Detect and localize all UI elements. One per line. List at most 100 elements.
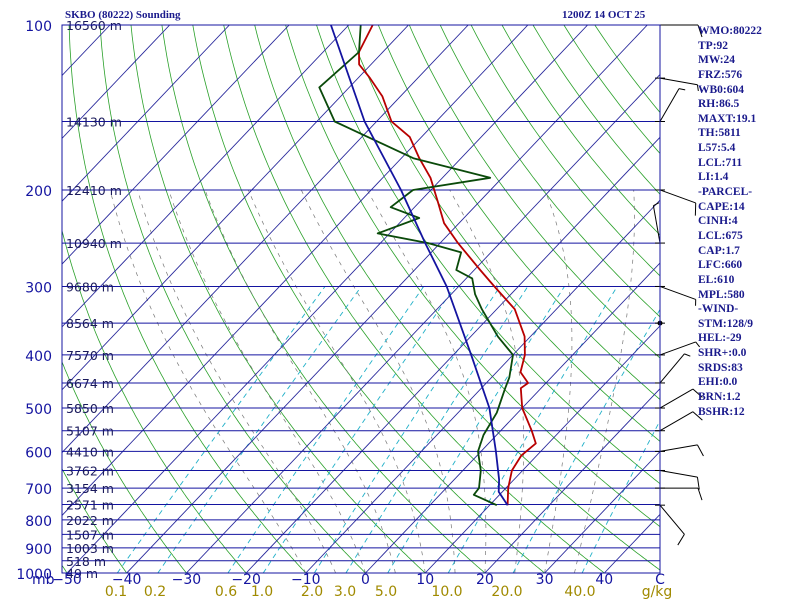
wind-barb-full	[677, 534, 685, 546]
height-label: 14130 m	[66, 114, 122, 129]
wind-barb-half	[695, 341, 701, 348]
wind-barb-staff	[659, 353, 685, 384]
moist-adiabat-line	[109, 189, 307, 573]
index-row: -PARCEL-	[698, 186, 753, 199]
isotherm-line	[62, 25, 171, 140]
index-row: BSHR:12	[698, 405, 745, 418]
temperature-tick-label: 30	[536, 572, 554, 588]
wind-barb-full	[697, 487, 703, 501]
height-label: 6674 m	[66, 376, 114, 391]
temperature-tick-label: 20	[476, 572, 494, 588]
wind-barb-staff	[659, 88, 680, 122]
index-row: STM:128/9	[698, 317, 753, 330]
sounding-time: 1200Z 14 OCT 25	[562, 9, 646, 21]
station-title: SKBO (80222) Sounding	[65, 9, 181, 21]
index-row: RH:86.5	[698, 98, 740, 111]
pressure-tick-label: 100	[25, 19, 52, 35]
isotherm-line	[62, 25, 350, 328]
indices-panel: WMO:80222 TP:92 MW:24 FRZ:576 WB0:604 RH:86.5…	[698, 24, 798, 419]
temperature-trace	[358, 25, 537, 506]
wind-barb-staff	[659, 504, 685, 535]
mixing-ratio-line	[262, 286, 456, 573]
mixing-ratio-lines	[116, 286, 660, 573]
isotherm-line	[424, 325, 660, 573]
isotherm-line	[62, 25, 409, 391]
index-row: WMO:80222	[698, 25, 762, 37]
isotherms	[62, 25, 660, 573]
height-label: 3154 m	[66, 481, 114, 496]
mixing-ratio-label: 1.0	[251, 584, 273, 600]
height-label: 10940 m	[66, 236, 122, 251]
index-row: TH:5811	[698, 127, 741, 140]
plot-frame	[61, 24, 661, 574]
isotherm-line	[186, 73, 660, 573]
temperature-tick-label: −40	[112, 572, 142, 588]
temperature-tick-label: 40	[595, 572, 613, 588]
parcel-trace	[330, 25, 509, 506]
height-label: 3762 m	[66, 463, 114, 478]
height-label: 4410 m	[66, 444, 114, 459]
index-row: FRZ:576	[698, 68, 743, 81]
dry-adiabat-line	[254, 25, 660, 571]
wind-barb-staff	[659, 285, 696, 300]
moist-adiabat-line	[168, 189, 366, 573]
mixing-ratio-label: 0.2	[144, 584, 166, 600]
wind-barb-half	[678, 88, 686, 91]
wind-barbs	[652, 24, 704, 546]
isotherm-line	[62, 25, 230, 202]
wind-barb-full	[696, 477, 700, 490]
isotherm-line	[365, 262, 660, 573]
mixing-ratio-line	[387, 286, 565, 573]
index-row: MAXT:19.1	[698, 112, 757, 125]
moist-adiabat-line	[544, 189, 573, 573]
wind-barb-staff	[659, 341, 696, 356]
wind-barb-half	[684, 353, 691, 357]
wind-barb-staff	[659, 77, 698, 86]
temperature-tick-label: −20	[231, 572, 261, 588]
mixing-ratio-line	[345, 286, 529, 573]
pressure-tick-label: 400	[25, 349, 52, 365]
moist-adiabat-line	[300, 189, 456, 573]
wind-barb-full	[692, 388, 703, 398]
mixing-ratio-label: 5.0	[375, 584, 397, 600]
mixing-ratio-label: 3.0	[334, 584, 356, 600]
wind-barb-half	[696, 84, 699, 92]
height-label: 8564 m	[66, 316, 114, 331]
index-row: SRDS:83	[698, 361, 743, 374]
index-row: LI:1.4	[698, 171, 729, 184]
height-label: 5107 m	[66, 424, 114, 439]
index-row: CAP:1.7	[698, 244, 740, 257]
index-row: TP:92	[698, 39, 729, 52]
index-row: -WIND-	[698, 303, 739, 316]
dry-adiabat-line	[0, 25, 7, 573]
moist-adiabat-line	[247, 189, 426, 573]
index-row: EL:610	[698, 273, 735, 286]
index-row: BRN:1.2	[698, 391, 741, 404]
mixing-ratio-label: 10.0	[431, 584, 462, 600]
sounding-traces	[318, 25, 537, 507]
mixing-ratio-label: 2.0	[301, 584, 323, 600]
temperature-tick-label: 0	[361, 572, 370, 588]
mixing-ratio-line	[512, 308, 660, 573]
index-row: L57:5.4	[698, 142, 736, 155]
index-row: MPL:580	[698, 288, 745, 301]
moist-adiabat-line	[449, 189, 525, 573]
mixing-ratio-label: 0.6	[215, 584, 237, 600]
pressure-tick-label: 800	[25, 514, 52, 530]
pressure-tick-label: 500	[25, 402, 52, 418]
temperature-tick-label: −10	[291, 572, 321, 588]
index-row: CAPE:14	[698, 200, 745, 213]
mixing-ratio-label: 0.1	[105, 584, 127, 600]
moist-adiabat-line	[574, 189, 635, 573]
isotherm-line	[484, 388, 660, 573]
height-label: 12410 m	[66, 183, 122, 198]
height-label: 1507 m	[66, 527, 114, 542]
temperature-tick-label: −50	[52, 572, 82, 588]
wind-barb-staff	[659, 444, 698, 452]
mixing-ratio-label: 20.0	[491, 584, 522, 600]
mixing-ratio-label: 40.0	[564, 584, 595, 600]
wind-barb-staff	[659, 411, 694, 432]
index-row: LCL:711	[698, 156, 743, 169]
